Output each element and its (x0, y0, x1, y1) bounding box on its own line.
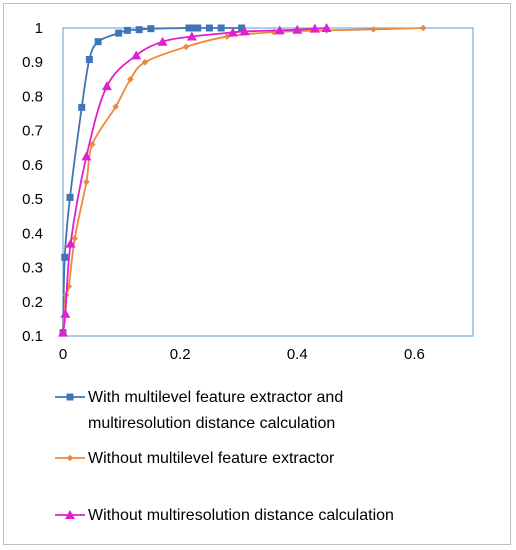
data-point (61, 253, 69, 261)
data-point (123, 26, 131, 34)
x-tick-label: 0.2 (170, 346, 191, 363)
data-point (321, 23, 332, 32)
series-3 (58, 23, 332, 337)
chart-frame (3, 3, 511, 545)
data-point (205, 24, 213, 32)
data-point (78, 103, 86, 111)
axes: 0.1 0.2 0.3 0.4 0.5 0.6 0.7 0.8 0.9 1 0 0.2 0.4 0.6 (22, 20, 425, 363)
data-point (194, 24, 202, 32)
data-point (83, 178, 90, 186)
data-point (223, 33, 231, 40)
data-point (88, 141, 96, 148)
series-2 (59, 24, 427, 336)
data-point (239, 26, 250, 36)
data-point (274, 25, 285, 35)
legend-swatch-marker (65, 510, 75, 519)
data-point (101, 81, 112, 91)
data-point (147, 25, 155, 33)
legend: With multilevel feature extractor and mul… (55, 389, 394, 524)
data-point (85, 55, 93, 63)
y-tick-label: 1 (35, 20, 43, 37)
data-point (419, 24, 427, 32)
series-line (62, 27, 327, 333)
x-tick-label: 0.4 (287, 346, 308, 363)
y-tick-label: 0.6 (22, 157, 43, 174)
plot-border (62, 27, 474, 337)
data-point (217, 24, 225, 32)
y-tick-label: 0.8 (22, 88, 43, 105)
x-tick-label: 0.6 (404, 346, 425, 363)
data-point (131, 50, 142, 60)
data-point (60, 308, 71, 318)
data-point (227, 27, 238, 37)
data-point (94, 38, 102, 46)
data-point (182, 43, 190, 51)
data-point (71, 235, 79, 242)
data-point (370, 26, 377, 33)
legend-label: Without multilevel feature extractor (88, 450, 335, 467)
data-point (186, 31, 197, 41)
legend-swatch-marker (66, 393, 74, 401)
y-tick-label: 0.3 (22, 260, 43, 277)
data-point (157, 36, 168, 46)
x-tick-label: 0 (59, 346, 67, 363)
y-tick-label: 0.2 (22, 294, 43, 311)
y-tick-label: 0.9 (22, 54, 43, 71)
data-point (112, 103, 120, 111)
series-layer (58, 23, 427, 337)
data-point (127, 76, 134, 83)
y-tick-label: 0.1 (22, 328, 43, 345)
data-point (135, 26, 143, 34)
series-line (62, 27, 242, 333)
y-tick-label: 0.5 (22, 191, 43, 208)
legend-item-3: Without multiresolution distance calcula… (55, 507, 394, 524)
data-point (238, 24, 246, 32)
data-point (66, 193, 74, 201)
data-point (141, 58, 149, 66)
plot-area (62, 27, 474, 337)
y-tick-label: 0.4 (22, 225, 43, 242)
series-line (62, 27, 424, 333)
data-point (58, 327, 68, 337)
data-point (309, 23, 320, 33)
data-point (81, 151, 92, 161)
data-point (115, 29, 123, 37)
data-point (185, 24, 193, 32)
legend-label: Without multiresolution distance calcula… (88, 507, 394, 524)
data-point (65, 238, 76, 248)
y-tick-label: 0.7 (22, 123, 43, 140)
legend-item-1: With multilevel feature extractor and mul… (55, 389, 343, 432)
legend-label: With multilevel feature extractor and mul… (88, 389, 343, 432)
legend-item-2: Without multilevel feature extractor (55, 450, 335, 467)
legend-swatch-marker (66, 454, 74, 462)
data-point (292, 24, 303, 34)
